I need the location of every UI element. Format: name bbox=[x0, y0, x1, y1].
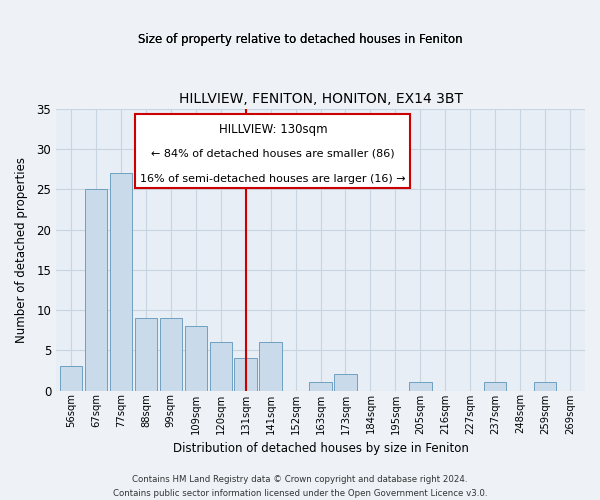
Text: Contains HM Land Registry data © Crown copyright and database right 2024.: Contains HM Land Registry data © Crown c… bbox=[132, 475, 468, 484]
Bar bbox=[534, 382, 556, 390]
Bar bbox=[259, 342, 282, 390]
Bar bbox=[235, 358, 257, 390]
Bar bbox=[409, 382, 431, 390]
Text: Contains public sector information licensed under the Open Government Licence v3: Contains public sector information licen… bbox=[113, 488, 487, 498]
Bar bbox=[160, 318, 182, 390]
Bar bbox=[185, 326, 207, 390]
Text: 16% of semi-detached houses are larger (16) →: 16% of semi-detached houses are larger (… bbox=[140, 174, 406, 184]
Bar bbox=[484, 382, 506, 390]
Bar bbox=[134, 318, 157, 390]
Bar bbox=[334, 374, 357, 390]
Bar bbox=[209, 342, 232, 390]
Bar bbox=[110, 173, 132, 390]
Bar bbox=[60, 366, 82, 390]
Bar bbox=[85, 190, 107, 390]
Title: HILLVIEW, FENITON, HONITON, EX14 3BT: HILLVIEW, FENITON, HONITON, EX14 3BT bbox=[179, 92, 463, 106]
Text: Size of property relative to detached houses in Feniton: Size of property relative to detached ho… bbox=[137, 32, 463, 46]
Text: ← 84% of detached houses are smaller (86): ← 84% of detached houses are smaller (86… bbox=[151, 148, 395, 158]
Text: HILLVIEW: 130sqm: HILLVIEW: 130sqm bbox=[218, 123, 327, 136]
Text: Size of property relative to detached houses in Feniton: Size of property relative to detached ho… bbox=[137, 32, 463, 46]
FancyBboxPatch shape bbox=[136, 114, 410, 188]
Y-axis label: Number of detached properties: Number of detached properties bbox=[15, 156, 28, 342]
Bar bbox=[310, 382, 332, 390]
X-axis label: Distribution of detached houses by size in Feniton: Distribution of detached houses by size … bbox=[173, 442, 469, 455]
